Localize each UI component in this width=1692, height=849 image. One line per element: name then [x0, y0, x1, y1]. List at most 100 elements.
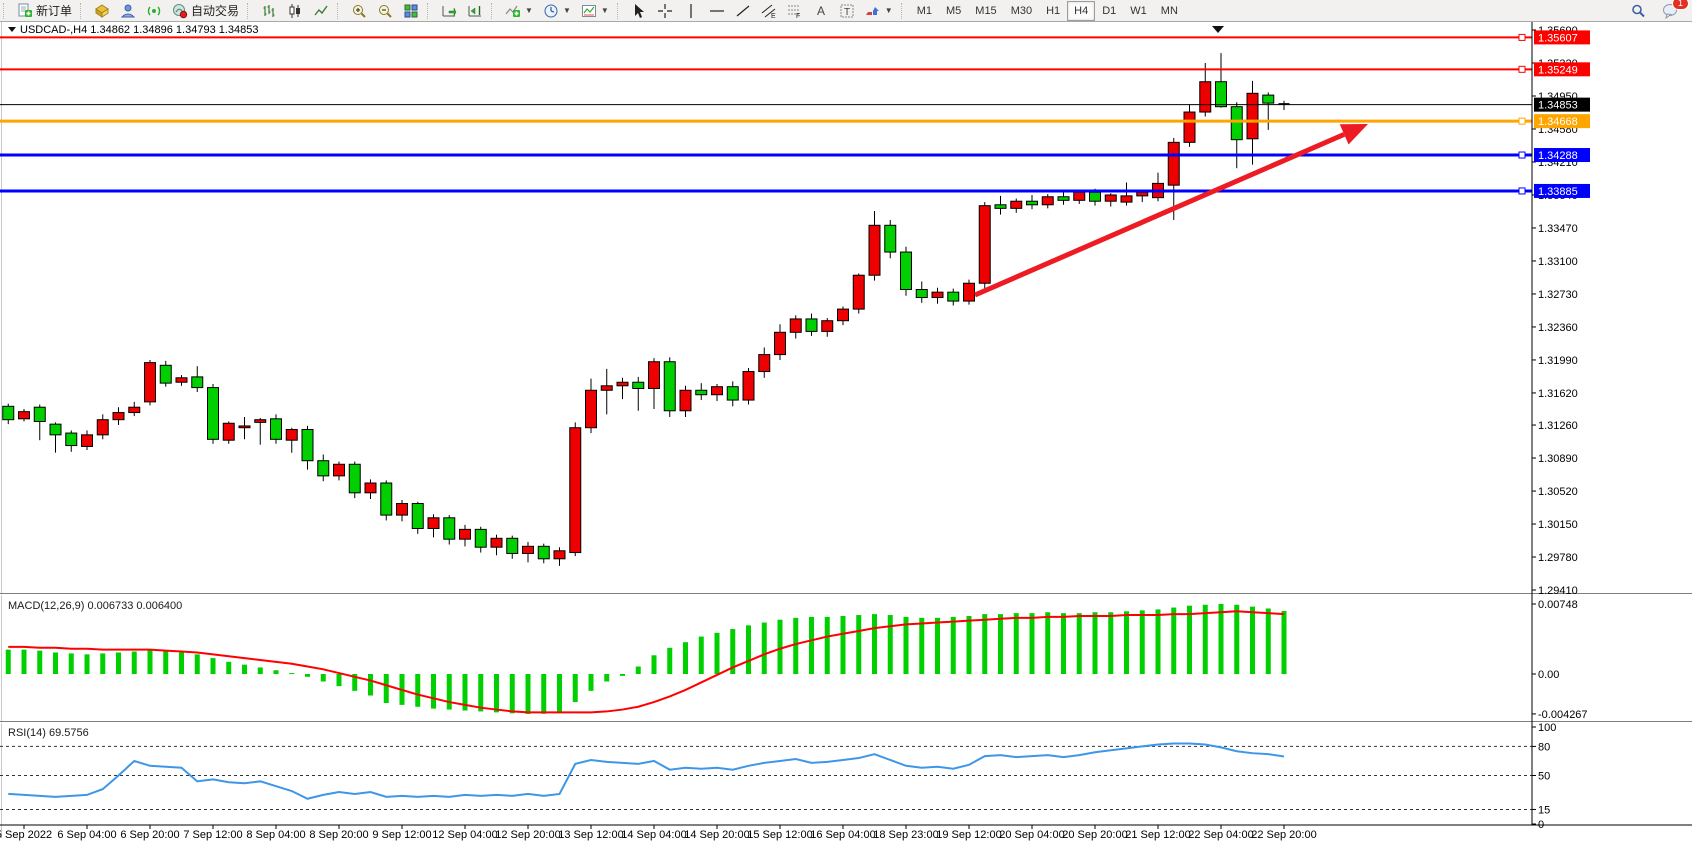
candle-bullish — [333, 463, 345, 477]
price-tick-label: 1.31990 — [1538, 355, 1578, 367]
macd-histogram-bar — [730, 629, 736, 674]
date-tick-label: 15 Sep 12:00 — [747, 829, 812, 841]
candle-bullish — [81, 434, 93, 447]
channel-tool-button[interactable]: E — [756, 0, 782, 22]
svg-text:E: E — [771, 13, 776, 19]
trend-arrow-head[interactable] — [1339, 124, 1368, 145]
macd-histogram-bar — [257, 667, 263, 674]
signals-button[interactable] — [141, 0, 167, 22]
chart-shift-button[interactable] — [462, 0, 488, 22]
candle-bearish — [65, 432, 78, 447]
macd-histogram-bar — [620, 674, 625, 676]
candle-bearish — [1230, 106, 1243, 141]
market-watch-button[interactable] — [89, 0, 115, 22]
timeframe-button-MN[interactable]: MN — [1160, 4, 1178, 17]
label-tool-button[interactable]: T — [834, 0, 860, 22]
arrows-tool-button[interactable]: ▼ — [860, 0, 898, 22]
candle-bearish — [380, 482, 393, 516]
date-tick-label: 22 Sep 20:00 — [1251, 829, 1316, 841]
date-tick-label: 6 Sep 04:00 — [57, 829, 116, 841]
line-endpoint-handle[interactable] — [1518, 65, 1526, 73]
trend-arrow-shaft[interactable] — [974, 132, 1346, 298]
timeframe-button-W1[interactable]: W1 — [1130, 4, 1147, 17]
line-chart-icon — [313, 3, 329, 19]
templates-button[interactable]: ▼ — [576, 0, 614, 22]
candlestick-chart-button[interactable] — [282, 0, 308, 22]
macd-histogram-bar — [1045, 612, 1051, 674]
price-tick-label: 1.33470 — [1538, 223, 1578, 235]
candle-bullish — [600, 385, 613, 391]
timeframe-button-M5[interactable]: M5 — [946, 4, 962, 17]
line-chart-button[interactable] — [308, 0, 334, 22]
new-order-button[interactable]: 新订单 — [12, 0, 77, 22]
timeframe-button-D1[interactable]: D1 — [1102, 4, 1117, 17]
auto-trading-button[interactable]: 自动交易 — [167, 0, 244, 22]
candle-bearish — [695, 389, 708, 396]
date-tick-label: 13 Sep 12:00 — [558, 829, 623, 841]
candle-bullish — [175, 377, 188, 383]
hline-tool-button[interactable] — [704, 0, 730, 22]
gold-cube-icon — [94, 3, 110, 19]
fibonacci-tool-button[interactable]: F — [782, 0, 808, 22]
macd-histogram-bar — [368, 674, 373, 696]
search-button[interactable] — [1625, 0, 1651, 22]
text-tool-button[interactable]: A — [808, 0, 834, 22]
trendline-tool-button[interactable] — [730, 0, 756, 22]
chart-shift-icon — [467, 3, 483, 19]
date-tick-label: 16 Sep 04:00 — [810, 829, 875, 841]
timeframe-button-H4[interactable]: H4 — [1067, 0, 1096, 21]
macd-histogram-bar — [777, 619, 783, 674]
indicators-button[interactable]: ▼ — [500, 0, 538, 22]
candle-bullish — [931, 291, 944, 299]
line-endpoint-handle[interactable] — [1518, 187, 1526, 195]
timeframe-button-H1[interactable]: H1 — [1046, 4, 1061, 17]
candle-bearish — [33, 406, 46, 422]
line-endpoint-handle[interactable] — [1518, 151, 1526, 159]
candle-bullish — [1104, 194, 1117, 202]
bar-chart-button[interactable] — [256, 0, 282, 22]
crosshair-tool-button[interactable] — [652, 0, 678, 22]
periods-button[interactable]: ▼ — [538, 0, 576, 22]
timeframe-button-M1[interactable]: M1 — [916, 4, 932, 17]
notifications-button[interactable]: 1 — [1657, 0, 1689, 22]
arrows-icon — [865, 3, 881, 19]
timeframe-button-M15[interactable]: M15 — [975, 4, 997, 17]
vline-tool-button[interactable] — [678, 0, 704, 22]
community-button[interactable] — [115, 0, 141, 22]
dropdown-caret: ▼ — [600, 6, 609, 15]
macd-histogram-bar — [1265, 608, 1271, 674]
zoom-in-button[interactable] — [346, 0, 372, 22]
symbol-dropdown-icon[interactable] — [8, 27, 16, 32]
price-tick-label: 1.31620 — [1538, 388, 1578, 400]
macd-histogram-bar — [824, 616, 830, 674]
cursor-tool-button[interactable] — [626, 0, 652, 22]
price-tick-label: 1.29410 — [1538, 585, 1578, 597]
macd-histogram-bar — [242, 664, 247, 674]
vertical-line-icon — [683, 3, 699, 19]
candle-bullish — [648, 361, 660, 389]
macd-histogram-bar — [273, 670, 279, 674]
auto-scroll-button[interactable] — [436, 0, 462, 22]
macd-histogram-bar — [305, 674, 310, 677]
zoom-out-button[interactable] — [372, 0, 398, 22]
macd-histogram-bar — [431, 674, 436, 709]
candle-bullish — [96, 419, 109, 436]
line-price-badge — [1534, 183, 1590, 198]
candle-bullish — [459, 528, 471, 540]
macd-histogram-bar — [1029, 613, 1035, 674]
candle-bearish — [411, 503, 424, 529]
candle-bullish — [1199, 81, 1212, 113]
price-badge-label: 1.35607 — [1538, 32, 1578, 44]
candle-bearish — [506, 537, 519, 554]
macd-histogram-bar — [1218, 604, 1224, 674]
line-endpoint-handle[interactable] — [1518, 33, 1526, 41]
chart-shift-marker-icon[interactable] — [1212, 26, 1224, 33]
rsi-tick-label: 0 — [1538, 819, 1544, 831]
macd-histogram-bar — [1202, 604, 1208, 674]
line-endpoint-handle[interactable] — [1518, 117, 1526, 125]
macd-histogram-bar — [415, 674, 421, 707]
tile-windows-button[interactable] — [398, 0, 424, 22]
line-price-badge — [1534, 30, 1590, 45]
timeframe-button-M30[interactable]: M30 — [1010, 4, 1033, 17]
